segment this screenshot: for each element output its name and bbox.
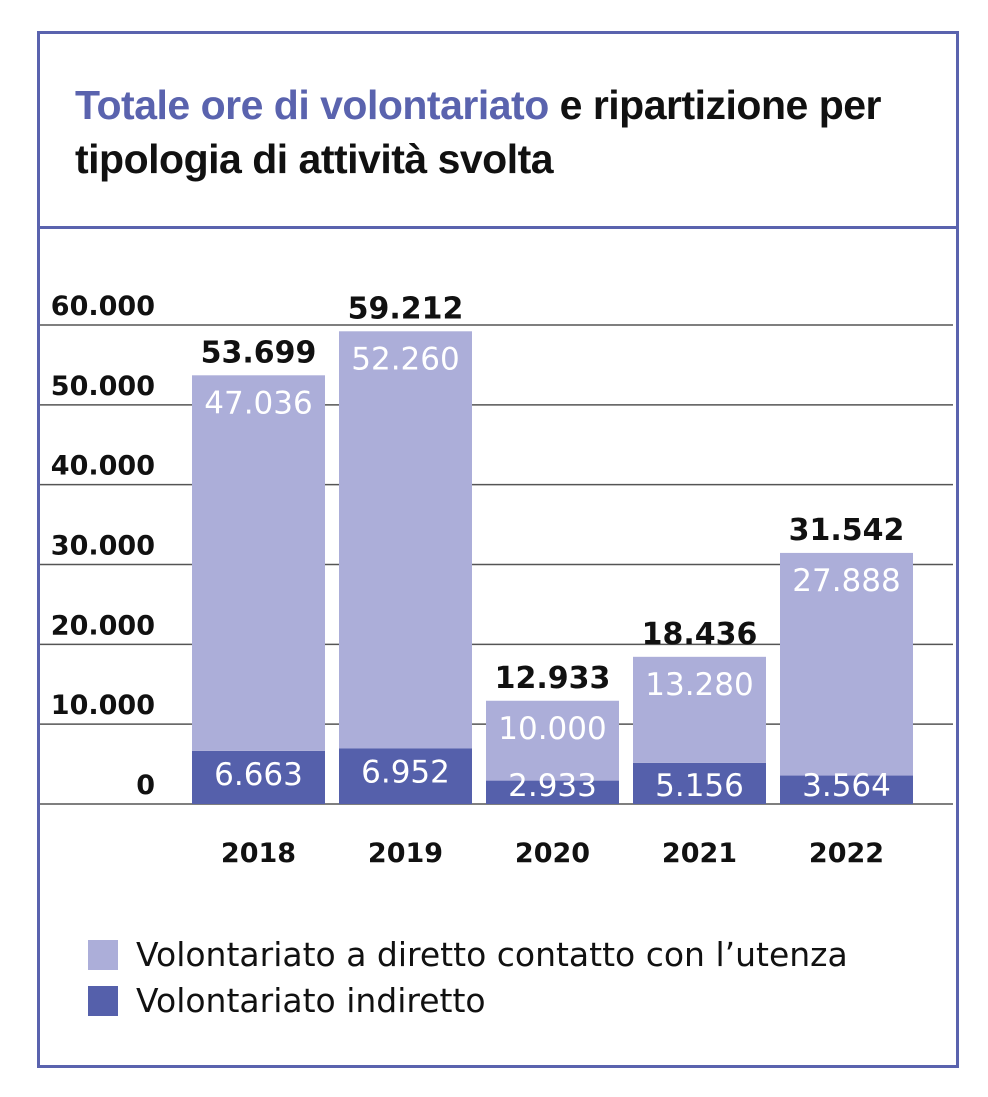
bar-total-label: 59.212 — [348, 291, 464, 326]
legend-item-indirect: Volontariato indiretto — [88, 981, 486, 1020]
bar-segment-direct — [486, 700, 619, 781]
bar-segment-indirect — [192, 750, 325, 804]
x-tick-label: 2018 — [221, 838, 296, 869]
y-tick-label: 50.000 — [51, 371, 155, 402]
bar-segment-direct — [339, 331, 472, 749]
bar-value-label-indirect: 6.663 — [214, 757, 303, 793]
chart-title-highlight: Totale ore di volontariato — [75, 82, 549, 128]
chart-title: Totale ore di volontariato e ripartizion… — [75, 78, 945, 186]
bar-value-label-direct: 27.888 — [792, 563, 900, 599]
legend-swatch-indirect — [88, 985, 118, 1016]
bar-value-label-indirect: 3.564 — [802, 768, 891, 804]
y-tick-label: 0 — [136, 770, 155, 801]
y-tick-label: 40.000 — [51, 451, 155, 482]
bar-total-label: 53.699 — [201, 335, 317, 370]
bar-total-label: 12.933 — [495, 661, 611, 696]
legend-label-direct: Volontariato a diretto contatto con l’ut… — [136, 935, 848, 974]
bar-value-label-direct: 13.280 — [645, 667, 753, 703]
y-tick-label: 20.000 — [51, 610, 155, 641]
bar-value-label-direct: 10.000 — [498, 711, 606, 747]
y-tick-label: 10.000 — [51, 690, 155, 721]
bar-value-label-indirect: 2.933 — [508, 768, 597, 804]
bar-value-label-indirect: 6.952 — [361, 754, 450, 790]
bar-total-label: 31.542 — [789, 513, 905, 548]
bar-total-label: 18.436 — [642, 617, 758, 652]
bar-segment-direct — [633, 656, 766, 763]
bar-value-label-direct: 47.036 — [204, 385, 312, 421]
bar-segment-indirect — [633, 762, 766, 804]
x-tick-label: 2019 — [368, 838, 443, 869]
bar-segment-direct — [192, 375, 325, 751]
x-tick-label: 2020 — [515, 838, 590, 869]
x-tick-label: 2021 — [662, 838, 737, 869]
y-tick-label: 30.000 — [51, 531, 155, 562]
chart-title-rest: e ripartizione per tipologia di attività… — [75, 82, 882, 182]
x-tick-label: 2022 — [809, 838, 884, 869]
bar-value-label-direct: 52.260 — [351, 341, 459, 377]
legend-item-direct: Volontariato a diretto contatto con l’ut… — [88, 935, 848, 974]
bar-segment-direct — [780, 552, 913, 776]
chart-frame — [37, 31, 959, 1068]
y-tick-label: 60.000 — [51, 291, 155, 322]
bar-segment-indirect — [780, 775, 913, 804]
bar-segment-indirect — [339, 748, 472, 804]
legend-label-indirect: Volontariato indiretto — [136, 981, 486, 1020]
bar-value-label-indirect: 5.156 — [655, 768, 744, 804]
legend-swatch-direct — [88, 939, 118, 970]
title-divider — [37, 226, 956, 229]
bar-segment-indirect — [486, 780, 619, 804]
